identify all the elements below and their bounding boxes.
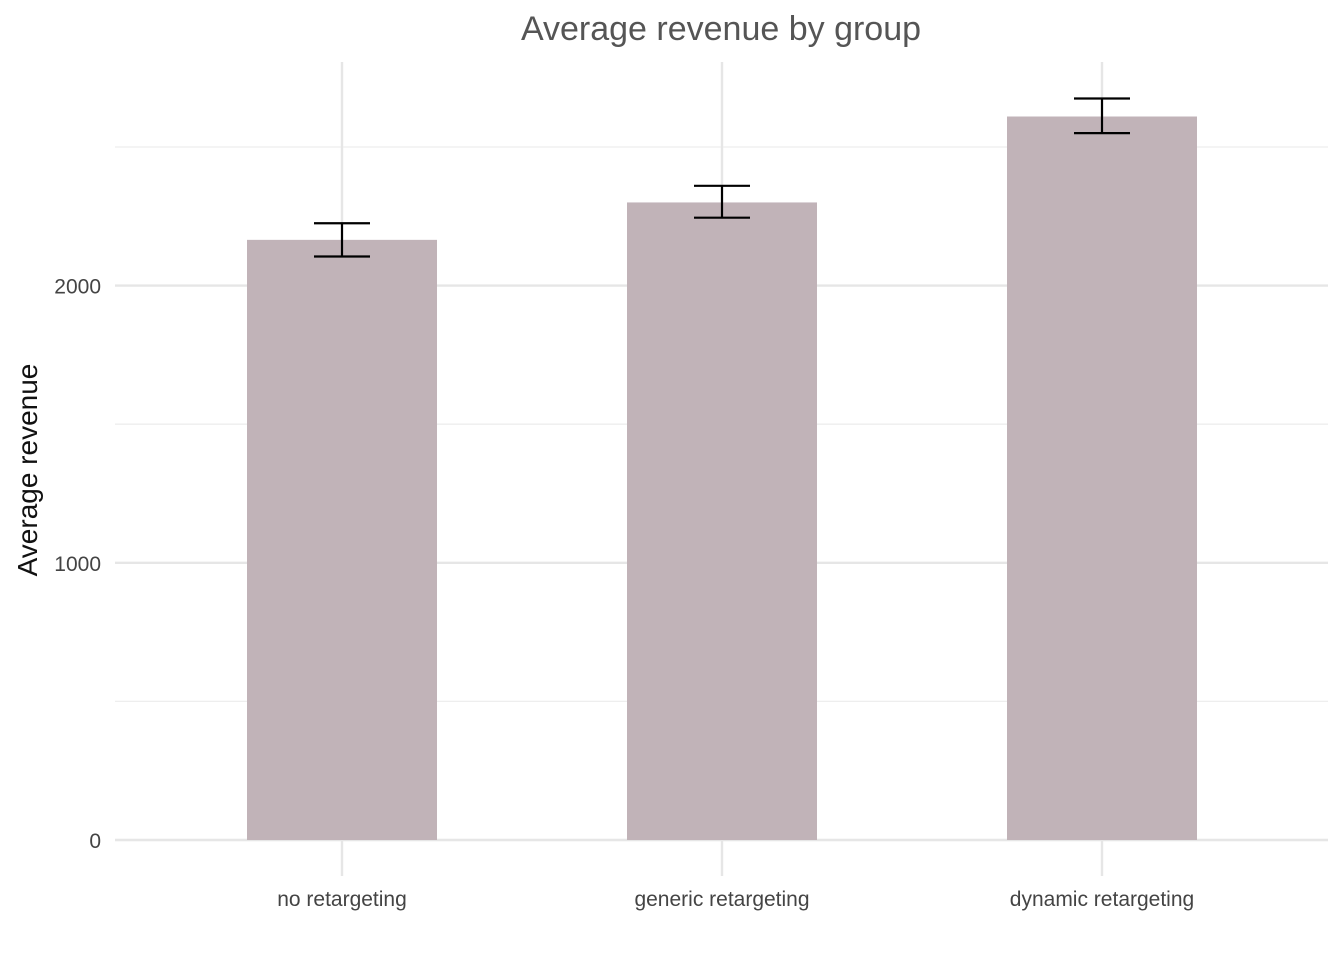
bar: [627, 202, 817, 840]
y-tick-label: 2000: [54, 276, 101, 299]
chart-title: Average revenue by group: [521, 10, 921, 48]
error-bars: [314, 97, 1130, 258]
bars: [247, 116, 1197, 841]
x-axis-ticks: no retargeting generic retargeting dynamic…: [277, 888, 1194, 911]
bar: [247, 239, 437, 840]
y-axis-label: Average revenue: [12, 364, 43, 577]
x-tick-label: no retargeting: [277, 888, 407, 911]
x-tick-label: generic retargeting: [634, 888, 809, 911]
bar: [1007, 116, 1197, 841]
x-tick-label: dynamic retargeting: [1010, 888, 1194, 911]
y-axis-ticks: 0 1000 2000: [54, 276, 101, 853]
error-bar: [314, 222, 370, 258]
y-tick-label: 1000: [54, 553, 101, 576]
error-bar: [1074, 97, 1130, 135]
error-bar: [694, 184, 750, 219]
y-tick-label: 0: [89, 830, 101, 853]
